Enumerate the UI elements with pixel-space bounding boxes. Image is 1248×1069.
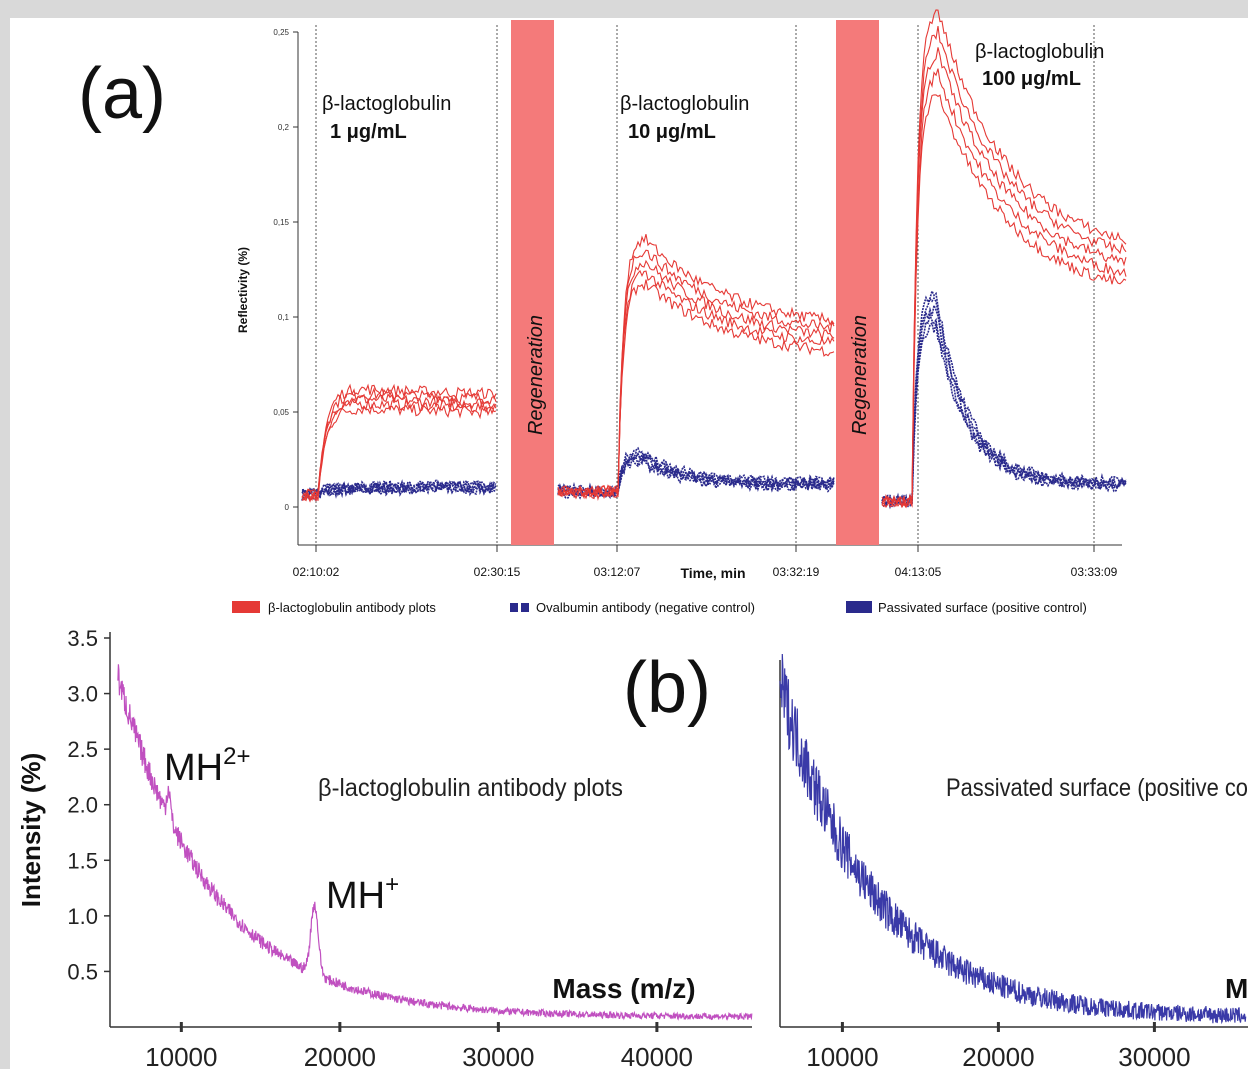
antibody-sensor-curve bbox=[881, 68, 1127, 509]
spectrum-x-tick-label: 30000 bbox=[1118, 1042, 1190, 1069]
segment-2-title-line1: β-lactoglobulin bbox=[620, 93, 749, 115]
spectrum-1-y-tick-label: 1.0 bbox=[67, 904, 98, 929]
antibody-sensor-curve bbox=[557, 279, 835, 501]
panel-a-y-tick-label: 0,15 bbox=[273, 218, 289, 227]
x-tick-label-5: 04:13:05 bbox=[895, 565, 942, 579]
spectrum-1-y-ticks: 0.5 1.0 1.5 2.0 2.5 3.0 3.5 bbox=[67, 626, 110, 984]
spectrum-1-curve bbox=[117, 664, 753, 1021]
regeneration-band-2-rect bbox=[836, 20, 879, 545]
regeneration-label-2: Regeneration bbox=[849, 315, 871, 435]
regeneration-band-1: Regeneration bbox=[511, 20, 554, 545]
spectrum-2-x-ticks: 10000 20000 30000 bbox=[806, 1022, 1191, 1069]
panel-a-y-tick-label: 0,2 bbox=[278, 123, 290, 132]
antibody-sensor-curve bbox=[301, 383, 497, 501]
panel-b-label: (b) bbox=[623, 648, 711, 728]
panel-a-legend: β-lactoglobulin antibody plots Ovalbumin… bbox=[232, 600, 1087, 615]
control-sensor-curve bbox=[881, 321, 1127, 508]
antibody-sensor-curve bbox=[881, 26, 1127, 508]
spectrum-1-x-axis-title: Mass (m/z) bbox=[552, 973, 695, 1004]
peak-label-mh1: MH+ bbox=[326, 871, 399, 917]
panel-a-chart: (a) Reflectivity (%) 0 0,05 0,1 0,15 0,2 0,25… bbox=[78, 9, 1127, 615]
spectrum-1-line bbox=[117, 664, 753, 1021]
spectrum-x-tick-label: 10000 bbox=[145, 1042, 217, 1069]
antibody-sensor-curve bbox=[881, 47, 1127, 509]
spectrum-1-series-label: β-lactoglobulin antibody plots bbox=[318, 774, 623, 802]
control-sensor-curve bbox=[557, 455, 835, 500]
antibody-sensor-curve bbox=[557, 259, 835, 499]
antibody-sensor-curve bbox=[301, 397, 497, 503]
panel-a-curves bbox=[301, 9, 1127, 510]
antibody-sensor-curve bbox=[557, 234, 835, 498]
spectrum-1-y-tick-label: 2.0 bbox=[67, 793, 98, 818]
spectrum-x-tick-label: 20000 bbox=[304, 1042, 376, 1069]
segment-1-title-line1: β-lactoglobulin bbox=[322, 93, 451, 115]
legend-swatch-negative-control-b bbox=[521, 603, 529, 612]
panel-a-y-tick-label: 0 bbox=[285, 503, 290, 512]
spectrum-1-y-tick-label: 0.5 bbox=[67, 959, 98, 984]
x-tick-label-3: 03:12:07 bbox=[594, 565, 641, 579]
x-tick-label-4: 03:32:19 bbox=[773, 565, 820, 579]
legend-label-negative-control: Ovalbumin antibody (negative control) bbox=[536, 600, 755, 615]
legend-label-positive-control: Passivated surface (positive control) bbox=[878, 600, 1087, 615]
panel-a-y-tick-label: 0,25 bbox=[273, 28, 289, 37]
antibody-sensor-curve bbox=[881, 94, 1127, 509]
x-tick-label-6: 03:33:09 bbox=[1071, 565, 1118, 579]
spectrum-x-tick-label: 30000 bbox=[462, 1042, 534, 1069]
spectrum-2-x-axis-title: M bbox=[1225, 973, 1248, 1004]
spectrum-2-line bbox=[779, 653, 1247, 1025]
spectrum-1-y-axis-title: Intensity (%) bbox=[16, 753, 46, 908]
panel-a-label: (a) bbox=[78, 54, 166, 134]
control-sensor-curve bbox=[301, 479, 497, 499]
x-tick-label-1: 02:10:02 bbox=[293, 565, 340, 579]
antibody-sensor-curve bbox=[301, 403, 497, 501]
panel-b-chart: (b) Intensity (%) 0.51.01.52.02.53.03.5 … bbox=[16, 626, 1248, 1069]
panel-a-x-axis-title: Time, min bbox=[680, 565, 745, 581]
segment-2-title-line2: 10 μg/mL bbox=[628, 121, 716, 143]
spectrum-x-tick-label: 20000 bbox=[962, 1042, 1034, 1069]
control-sensor-curve bbox=[301, 481, 497, 502]
spectrum-1-y-tick-label: 3.5 bbox=[67, 626, 98, 651]
antibody-sensor-curve bbox=[301, 387, 497, 501]
control-sensor-curve bbox=[881, 296, 1127, 510]
spectrum-2-curve bbox=[779, 653, 1247, 1025]
peak-label-mh2: MH2+ bbox=[164, 743, 250, 789]
regeneration-band-2: Regeneration bbox=[836, 20, 879, 545]
legend-label-antibody: β-lactoglobulin antibody plots bbox=[268, 600, 436, 615]
spectrum-1-y-tick-label: 3.0 bbox=[67, 682, 98, 707]
antibody-sensor-curve bbox=[881, 9, 1127, 508]
spectrum-x-tick-label: 40000 bbox=[621, 1042, 693, 1069]
segment-3-title-line2: 100 μg/mL bbox=[982, 68, 1081, 90]
legend-swatch-negative-control-a bbox=[510, 603, 518, 612]
peak-label-mh1-sup: + bbox=[385, 871, 399, 898]
x-tick-label-2: 02:30:15 bbox=[474, 565, 521, 579]
segment-1-title-line2: 1 μg/mL bbox=[330, 121, 407, 143]
spectrum-x-tick-label: 10000 bbox=[806, 1042, 878, 1069]
spectrum-2-series-label: Passivated surface (positive co bbox=[946, 774, 1248, 802]
legend-swatch-antibody bbox=[232, 601, 260, 613]
panel-a-y-ticks: 0 0,05 0,1 0,15 0,2 0,25 bbox=[273, 28, 298, 512]
peak-label-mh2-sup: 2+ bbox=[223, 743, 250, 770]
panel-a-y-axis-title: Reflectivity (%) bbox=[236, 247, 250, 333]
legend-swatch-positive-control bbox=[846, 601, 872, 613]
panel-a-segment-lines bbox=[315, 25, 1095, 552]
antibody-sensor-curve bbox=[557, 249, 835, 498]
peak-label-mh2-base: MH bbox=[164, 747, 223, 789]
spectrum-1-y-tick-label: 1.5 bbox=[67, 848, 98, 873]
regeneration-band-1-rect bbox=[511, 20, 554, 545]
regeneration-label-1: Regeneration bbox=[525, 315, 547, 435]
spectrum-1-x-ticks: 10000 20000 30000 40000 bbox=[145, 1022, 693, 1069]
panel-a-y-tick-label: 0,05 bbox=[273, 408, 289, 417]
control-sensor-curve bbox=[881, 302, 1127, 509]
spectrum-1-y-tick-label: 2.5 bbox=[67, 737, 98, 762]
segment-3-title-line1: β-lactoglobulin bbox=[975, 41, 1104, 63]
control-sensor-curve bbox=[301, 478, 497, 499]
panel-a-y-tick-label: 0,1 bbox=[278, 313, 290, 322]
control-sensor-curve bbox=[881, 288, 1127, 508]
peak-label-mh1-base: MH bbox=[326, 875, 385, 917]
antibody-sensor-curve bbox=[557, 269, 835, 500]
